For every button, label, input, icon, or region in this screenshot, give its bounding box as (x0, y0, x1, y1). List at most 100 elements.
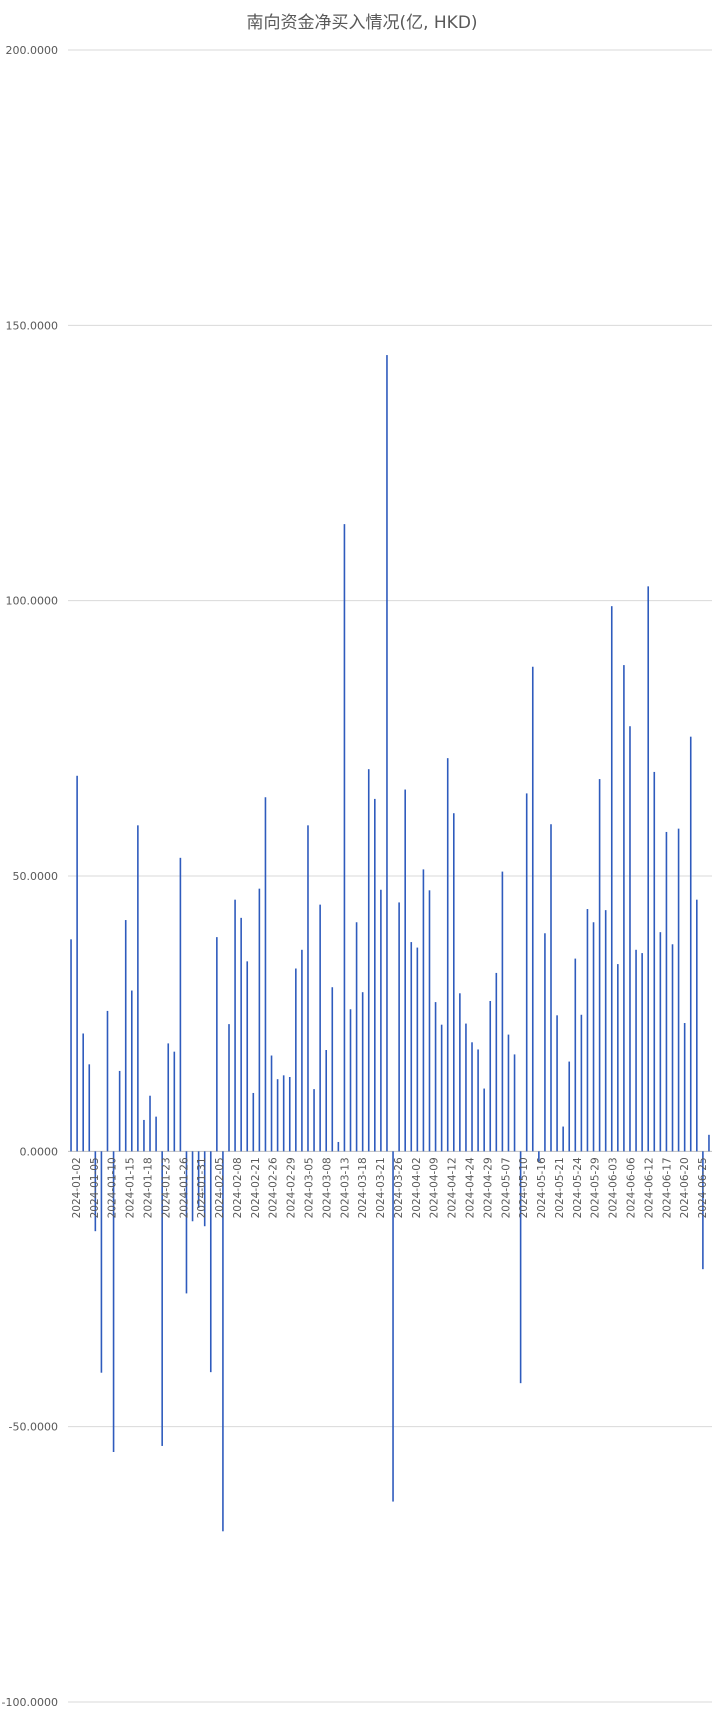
bar (568, 1061, 571, 1152)
x-tick-label: 2024-03-08 (321, 1157, 333, 1218)
chart-title: 南向资金净买入情况(亿, HKD) (246, 13, 477, 33)
bar (149, 1095, 151, 1152)
x-tick-label: 2024-06-12 (643, 1157, 655, 1218)
bar (216, 937, 218, 1152)
y-tick-label: 0.0000 (20, 1145, 59, 1158)
x-tick-label: 2024-01-26 (178, 1157, 190, 1218)
bar (477, 1049, 479, 1152)
bar (665, 831, 668, 1152)
x-axis-ticks: 2024-01-02 2024-01-05 2024-01-10 2024-01-15… (71, 1157, 709, 1218)
x-tick-label: 2024-03-05 (304, 1157, 316, 1218)
bar (70, 939, 72, 1152)
bar (361, 992, 364, 1152)
bar (434, 1002, 437, 1152)
x-tick-label: 2024-04-24 (465, 1157, 477, 1218)
bar (161, 1151, 163, 1446)
y-tick-label: -100.0000 (2, 1696, 58, 1709)
y-tick-label: 150.0000 (6, 319, 59, 332)
bar (702, 1151, 704, 1270)
bar (301, 949, 303, 1152)
bar (708, 1134, 710, 1152)
bar (404, 789, 406, 1152)
bar (270, 1055, 273, 1152)
x-tick-label: 2024-01-15 (125, 1157, 137, 1218)
x-tick-label: 2024-06-20 (679, 1157, 691, 1218)
bar (495, 972, 498, 1152)
bar (641, 953, 643, 1152)
bar (501, 871, 504, 1152)
bar (653, 771, 656, 1152)
bar (246, 961, 249, 1152)
bar (629, 726, 631, 1152)
x-tick-label: 2024-01-18 (143, 1157, 155, 1218)
x-tick-label: 2024-01-23 (160, 1157, 172, 1218)
bar (282, 1075, 285, 1152)
bar (550, 824, 552, 1152)
bar (574, 958, 577, 1152)
bar (130, 990, 133, 1152)
bar (422, 869, 425, 1152)
bar (331, 987, 334, 1152)
x-tick-label: 2024-04-29 (482, 1157, 494, 1218)
bar (592, 922, 595, 1152)
bar (264, 797, 267, 1152)
y-tick-label: 100.0000 (6, 595, 59, 608)
bar (410, 942, 413, 1152)
bar (143, 1119, 145, 1152)
bar (538, 1151, 540, 1163)
bar (617, 964, 619, 1152)
x-tick-label: 2024-03-18 (357, 1157, 369, 1218)
x-tick-label: 2024-03-21 (375, 1157, 387, 1218)
bar (610, 606, 613, 1152)
bar (483, 1088, 485, 1152)
bar (88, 1064, 91, 1152)
bar (604, 910, 607, 1152)
bar (696, 899, 698, 1152)
bar (307, 825, 309, 1152)
bar (452, 813, 455, 1152)
x-tick-label: 2024-03-26 (393, 1157, 405, 1218)
bar (222, 1151, 224, 1532)
bar (234, 899, 236, 1152)
bar (489, 1001, 492, 1152)
bar (507, 1034, 510, 1152)
y-axis-ticks: 200.0000 150.0000 100.0000 50.0000 0.0000 -50… (2, 44, 58, 1709)
bar (355, 922, 358, 1152)
bar (82, 1033, 84, 1152)
x-tick-label: 2024-05-07 (500, 1157, 512, 1218)
bar (367, 769, 370, 1152)
bar (562, 1126, 564, 1152)
x-tick-label: 2024-04-02 (411, 1157, 423, 1218)
x-tick-label: 2024-01-05 (89, 1157, 101, 1218)
bar (319, 904, 321, 1152)
bar (659, 932, 662, 1152)
bar (623, 665, 625, 1152)
bar (586, 909, 589, 1152)
y-tick-label: 50.0000 (13, 870, 59, 883)
x-tick-label: 2024-01-31 (196, 1157, 208, 1218)
bar (392, 1151, 394, 1502)
bar (677, 828, 680, 1152)
bar (386, 355, 388, 1152)
x-tick-label: 2024-06-25 (697, 1157, 709, 1218)
y-tick-label: -50.0000 (9, 1421, 58, 1434)
bar (167, 1043, 170, 1152)
bar (544, 933, 546, 1152)
bar (112, 1151, 115, 1452)
bar (440, 1024, 443, 1152)
bar (197, 1151, 200, 1209)
bar (258, 888, 261, 1152)
x-tick-label: 2024-01-10 (107, 1157, 119, 1218)
bar (209, 1151, 212, 1373)
bar (513, 1054, 516, 1152)
bar (288, 1076, 291, 1152)
x-tick-label: 2024-02-08 (232, 1157, 244, 1218)
bar (295, 968, 297, 1152)
x-tick-label: 2024-03-13 (339, 1157, 351, 1218)
bar (276, 1079, 279, 1152)
x-tick-label: 2024-02-21 (250, 1157, 262, 1218)
x-tick-label: 2024-04-09 (429, 1157, 441, 1218)
bar (465, 1023, 467, 1152)
